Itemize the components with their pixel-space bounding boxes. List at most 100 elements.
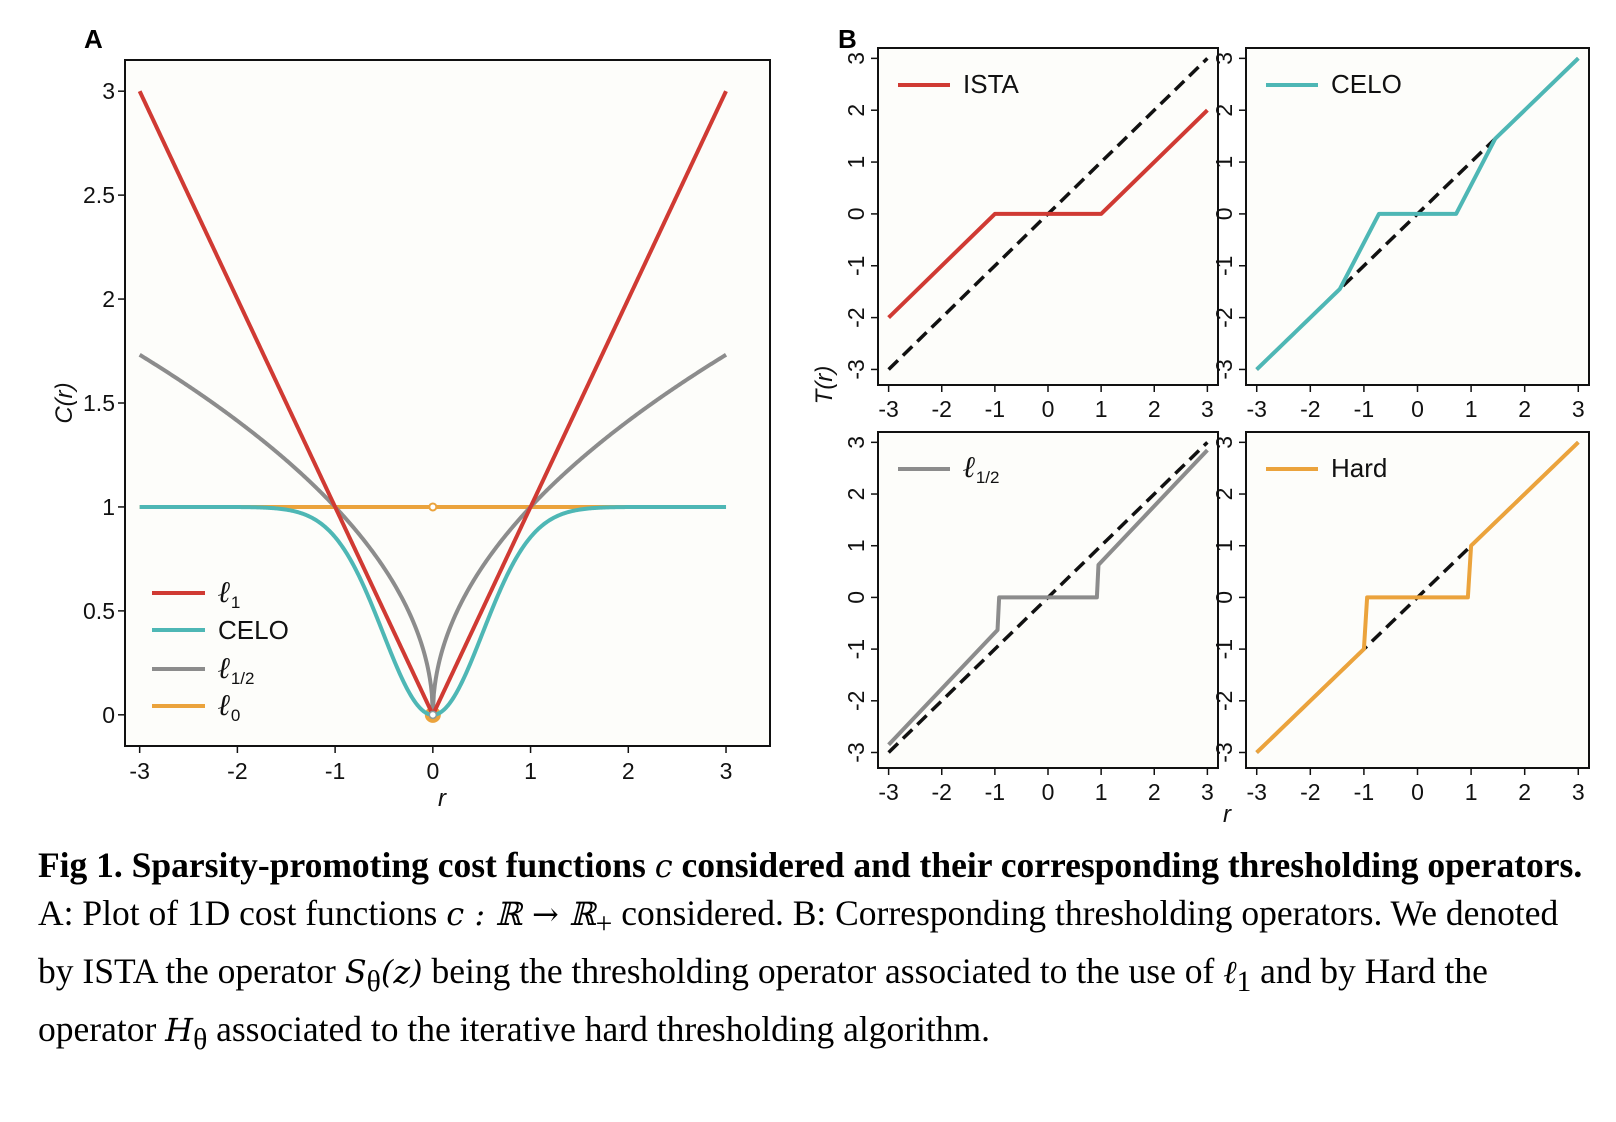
y-tick-label: 0.5	[83, 598, 115, 624]
y-tick-label: 0	[1211, 591, 1237, 604]
y-tick-label: 1	[1211, 156, 1237, 169]
x-tick-label: -3	[1246, 779, 1266, 805]
math-cost-map: c : ℝ → ℝ	[446, 895, 596, 933]
x-tick-label: -1	[1354, 396, 1374, 422]
plot-area	[137, 90, 728, 723]
subplot-celo: -3 -2 -1 0 1 2 3 -3 -2 -1 0 1 2 3 CELO	[1211, 47, 1590, 422]
x-tick-label: -3	[1246, 396, 1266, 422]
y-tick-label: 3	[102, 78, 115, 104]
y-tick-label: -2	[843, 307, 869, 327]
y-tick-label: 3	[843, 52, 869, 65]
x-tick-label: -2	[1300, 396, 1320, 422]
subplot-ista: -3 -2 -1 0 1 2 3 -3 -2 -1 0 1 2 3 ISTA	[843, 47, 1219, 422]
y-tick-label: 0	[1211, 208, 1237, 221]
y-tick-label: 3	[1211, 52, 1237, 65]
y-tick-label: 1	[843, 539, 869, 552]
x-tick-label: 0	[1411, 396, 1424, 422]
y-tick-label: -3	[843, 359, 869, 379]
legend-label-celo: CELO	[1331, 69, 1402, 99]
x-tick-label: 2	[1518, 779, 1531, 805]
y-tick-label: 1	[1211, 539, 1237, 552]
y-tick-label: 2	[843, 488, 869, 501]
operator-curve-celo	[1255, 56, 1580, 371]
y-axis-label: C(r)	[51, 382, 78, 423]
legend-label-celo: CELO	[218, 615, 289, 645]
legend-label-l1: ℓ1	[218, 575, 240, 612]
y-tick-label: 1	[102, 494, 115, 520]
y-tick-label: 3	[843, 436, 869, 449]
x-tick-label: -1	[985, 779, 1005, 805]
x-tick-label: 2	[1148, 779, 1161, 805]
panel-a-letter: A	[84, 24, 103, 54]
x-tick-label: 1	[1095, 396, 1108, 422]
y-tick-label: -3	[1211, 359, 1237, 379]
x-tick-label: 0	[426, 758, 439, 784]
x-tick-label: 0	[1042, 779, 1055, 805]
y-tick-label: -3	[1211, 742, 1237, 762]
x-tick-label: 1	[1095, 779, 1108, 805]
x-tick-label: -2	[1300, 779, 1320, 805]
y-tick-label: 2	[1211, 104, 1237, 117]
x-tick-label: -2	[932, 396, 952, 422]
operator-curve-l1-2	[887, 448, 1209, 747]
y-tick-label: 2	[1211, 488, 1237, 501]
operator-curve-ista	[887, 108, 1209, 320]
y-axis-label: T(r)	[811, 366, 838, 405]
y-tick-label: -1	[1211, 639, 1237, 659]
y-tick-label: -2	[1211, 691, 1237, 711]
subplot-l1-2: -3 -2 -1 0 1 2 3 -3 -2 -1 0 1 2 3 ℓ1/2	[843, 431, 1219, 805]
y-tick-label: -1	[843, 639, 869, 659]
l0-open-point	[428, 502, 438, 512]
y-tick-label: 1.5	[83, 390, 115, 416]
y-tick-label: 2	[843, 104, 869, 117]
x-tick-label: 3	[1572, 396, 1585, 422]
y-tick-label: 2	[102, 286, 115, 312]
x-tick-label: -1	[985, 396, 1005, 422]
figure-caption: Fig 1. Sparsity-promoting cost functions…	[38, 845, 1583, 1057]
x-tick-label: 3	[1201, 396, 1214, 422]
x-tick-label: -1	[325, 758, 345, 784]
y-tick-label: 0	[843, 208, 869, 221]
y-tick-label: -1	[1211, 256, 1237, 276]
y-tick-label: -3	[843, 742, 869, 762]
figure-1: A B -3 -2 -1 0 1 2 300.511.522.53rC(r)ℓ1CELOℓ1…	[51, 24, 1590, 828]
x-tick-label: 1	[524, 758, 537, 784]
x-tick-label: 2	[1148, 396, 1161, 422]
x-tick-label: 0	[1042, 396, 1055, 422]
x-tick-label: -3	[129, 758, 149, 784]
math-l1: ℓ	[1223, 953, 1237, 992]
x-tick-label: 1	[1465, 779, 1478, 805]
x-tick-label: 3	[1572, 779, 1585, 805]
x-tick-label: 3	[720, 758, 733, 784]
x-tick-label: 2	[622, 758, 635, 784]
y-tick-label: -2	[1211, 307, 1237, 327]
y-tick-label: 3	[1211, 436, 1237, 449]
x-tick-label: 0	[1411, 779, 1424, 805]
legend-label-l0: ℓ0	[218, 688, 240, 725]
y-tick-label: 0	[843, 591, 869, 604]
panel-b-letter: B	[838, 24, 857, 54]
x-axis-label: r	[438, 785, 447, 812]
subplot-frame	[877, 431, 1219, 769]
x-tick-label: -2	[227, 758, 247, 784]
legend-label-l1-2: ℓ1/2	[963, 450, 999, 487]
legend-label-l1-2: ℓ1/2	[218, 651, 254, 688]
x-tick-label: -3	[878, 396, 898, 422]
subplot-hard: -3 -2 -1 0 1 2 3 -3 -2 -1 0 1 2 3 Hard	[1211, 431, 1590, 805]
x-tick-label: 3	[1201, 779, 1214, 805]
x-tick-label: -2	[932, 779, 952, 805]
math-ista-operator: S	[344, 953, 367, 992]
caption-label: Fig 1. Sparsity-promoting cost functions…	[38, 845, 1583, 885]
y-tick-label: -1	[843, 256, 869, 276]
y-tick-label: 1	[843, 156, 869, 169]
legend-label-ista: ISTA	[963, 69, 1020, 99]
x-tick-label: -1	[1354, 779, 1374, 805]
legend-label-hard: Hard	[1331, 453, 1387, 483]
x-tick-label: 1	[1465, 396, 1478, 422]
y-tick-label: -2	[843, 691, 869, 711]
y-tick-label: 2.5	[83, 182, 115, 208]
x-tick-label: -3	[878, 779, 898, 805]
x-axis-label: r	[1223, 801, 1232, 828]
panel-b-thresholding-operators: -3 -2 -1 0 1 2 3 -3 -2 -1 0 1 2 3 ISTA -3 -2 -1 0 1 2 3 -3 -2 -1…	[811, 47, 1590, 828]
